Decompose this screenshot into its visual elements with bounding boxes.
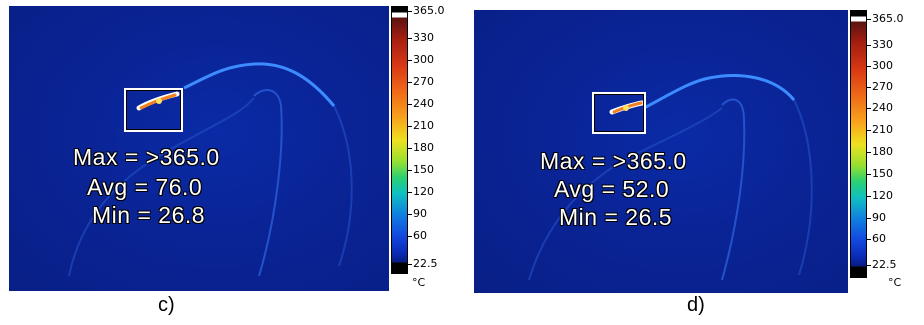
- colorbar-tick: 180: [866, 145, 893, 158]
- colorbar-tick: 210: [407, 119, 434, 132]
- colorbar-tick: 150: [407, 163, 434, 176]
- stat-avg: Avg = 52.0: [554, 176, 670, 202]
- thermal-panel-d: Max = >365.0 Avg = 52.0 Min = 26.5 365.0…: [462, 0, 924, 325]
- panel-caption: c): [158, 294, 175, 316]
- colorbar-tick: 60: [407, 229, 427, 242]
- panel-caption: d): [687, 294, 705, 316]
- thermal-image: Max = >365.0 Avg = 52.0 Min = 26.5: [474, 10, 848, 293]
- colorbar-tick: 120: [866, 189, 893, 202]
- stat-avg: Avg = 76.0: [87, 174, 203, 200]
- colorbar-tick: 90: [407, 207, 427, 220]
- bright-edge-contour: [643, 74, 796, 110]
- faint-contour: [528, 107, 723, 281]
- colorbar-tick: 150: [866, 167, 893, 180]
- colorbar: [391, 6, 408, 274]
- colorbar-tick: 330: [866, 38, 893, 51]
- colorbar-unit: °C: [888, 276, 902, 289]
- stat-min: Min = 26.8: [92, 202, 206, 228]
- colorbar-tick: 210: [866, 123, 893, 136]
- roi-box: [592, 92, 646, 134]
- thermal-contours: [68, 62, 353, 277]
- colorbar-tick: 300: [407, 53, 434, 66]
- colorbar-tick: 270: [407, 75, 434, 88]
- colorbar-tick: 22.5: [407, 257, 438, 270]
- faint-contour: [68, 97, 255, 277]
- faint-contour: [721, 98, 746, 281]
- colorbar: [850, 10, 867, 278]
- colorbar-tick: 120: [407, 185, 434, 198]
- thermal-contours: [528, 74, 813, 281]
- colorbar-tick: 300: [866, 59, 893, 72]
- colorbar-tick: 180: [407, 141, 434, 154]
- thermal-panel-c: Max = >365.0 Avg = 76.0 Min = 26.8 365.0…: [0, 0, 460, 325]
- thermal-image: Max = >365.0 Avg = 76.0 Min = 26.8: [9, 6, 389, 291]
- stat-max: Max = >365.0: [73, 144, 220, 170]
- colorbar-tick: 90: [866, 211, 886, 224]
- colorbar-tick: 22.5: [866, 258, 897, 271]
- colorbar-tick: 365.0: [407, 4, 445, 17]
- faint-contour: [333, 105, 353, 267]
- roi-box: [124, 88, 183, 132]
- colorbar-tick: 330: [407, 31, 434, 44]
- bright-edge-contour: [183, 62, 336, 107]
- colorbar-tick: 365.0: [866, 12, 904, 25]
- colorbar-tick: 60: [866, 232, 886, 245]
- hotspot-core: [623, 105, 629, 111]
- colorbar-tick: 240: [407, 97, 434, 110]
- hotspot-core: [156, 98, 162, 104]
- colorbar-tick: 240: [866, 101, 893, 114]
- faint-contour: [793, 99, 813, 276]
- colorbar-tick: 270: [866, 80, 893, 93]
- stat-max: Max = >365.0: [540, 148, 687, 174]
- faint-contour: [253, 89, 283, 277]
- colorbar-unit: °C: [412, 276, 426, 289]
- stat-min: Min = 26.5: [559, 204, 673, 230]
